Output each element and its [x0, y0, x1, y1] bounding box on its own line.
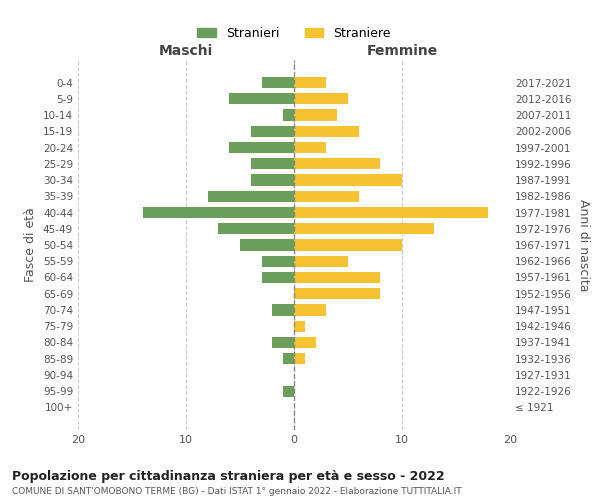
Bar	[262, 256, 294, 267]
Bar	[229, 93, 294, 104]
Bar	[294, 223, 434, 234]
Bar	[294, 353, 305, 364]
Bar	[251, 126, 294, 137]
Text: Femmine: Femmine	[367, 44, 437, 58]
Bar	[294, 256, 348, 267]
Bar	[294, 320, 305, 332]
Bar	[262, 272, 294, 283]
Bar	[294, 142, 326, 153]
Bar	[294, 272, 380, 283]
Bar	[240, 240, 294, 250]
Bar	[294, 207, 488, 218]
Bar	[272, 337, 294, 348]
Y-axis label: Anni di nascita: Anni di nascita	[577, 198, 590, 291]
Legend: Stranieri, Straniere: Stranieri, Straniere	[192, 22, 396, 45]
Bar	[294, 190, 359, 202]
Bar	[218, 223, 294, 234]
Bar	[294, 77, 326, 88]
Text: Maschi: Maschi	[159, 44, 213, 58]
Bar	[251, 158, 294, 170]
Bar	[229, 142, 294, 153]
Bar	[294, 110, 337, 120]
Bar	[294, 288, 380, 300]
Bar	[294, 304, 326, 316]
Bar	[294, 174, 402, 186]
Bar	[294, 337, 316, 348]
Bar	[262, 77, 294, 88]
Bar	[294, 240, 402, 250]
Bar	[208, 190, 294, 202]
Bar	[283, 353, 294, 364]
Y-axis label: Fasce di età: Fasce di età	[25, 208, 37, 282]
Bar	[272, 304, 294, 316]
Bar	[294, 126, 359, 137]
Text: Popolazione per cittadinanza straniera per età e sesso - 2022: Popolazione per cittadinanza straniera p…	[12, 470, 445, 483]
Bar	[294, 93, 348, 104]
Bar	[143, 207, 294, 218]
Bar	[283, 386, 294, 397]
Bar	[283, 110, 294, 120]
Text: COMUNE DI SANT'OMOBONO TERME (BG) - Dati ISTAT 1° gennaio 2022 - Elaborazione TU: COMUNE DI SANT'OMOBONO TERME (BG) - Dati…	[12, 488, 461, 496]
Bar	[294, 158, 380, 170]
Bar	[251, 174, 294, 186]
